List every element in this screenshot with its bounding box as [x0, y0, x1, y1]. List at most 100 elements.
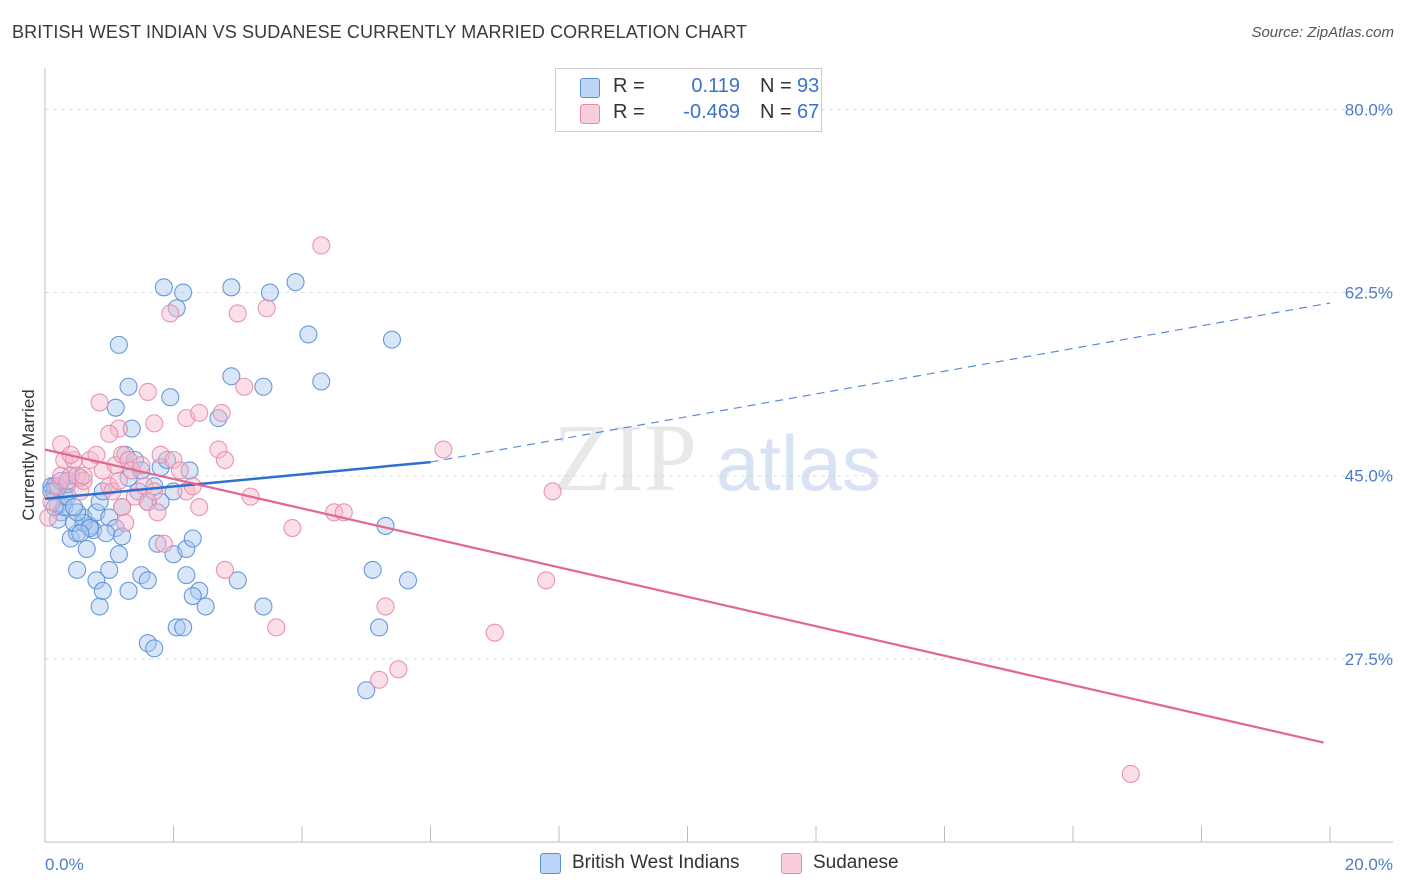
data-point: [177, 566, 196, 585]
r-label: R =: [613, 101, 645, 123]
data-point: [109, 545, 128, 564]
r-value: -0.469: [683, 101, 740, 123]
data-point: [48, 477, 67, 496]
data-point: [68, 503, 87, 522]
series-sudanese: [39, 236, 1140, 784]
data-point: [87, 571, 106, 590]
data-point: [357, 681, 376, 700]
data-point: [174, 618, 193, 637]
data-point: [90, 597, 109, 616]
data-point: [58, 471, 77, 490]
data-point: [286, 273, 305, 292]
data-point: [80, 518, 100, 538]
data-point: [71, 524, 90, 543]
data-point: [109, 419, 128, 438]
data-point: [106, 398, 125, 417]
data-point: [145, 482, 164, 501]
n-label: N =: [760, 101, 792, 123]
legend-label: British West Indians: [572, 852, 740, 873]
data-point: [119, 377, 138, 396]
data-point: [312, 372, 331, 391]
data-point: [228, 304, 247, 323]
data-point: [170, 461, 189, 480]
data-point: [145, 477, 164, 496]
data-point: [312, 236, 331, 255]
data-point: [132, 456, 151, 475]
data-point: [267, 618, 286, 637]
data-point: [122, 419, 141, 438]
x-tick-label: 20.0%: [1345, 855, 1393, 874]
data-point: [100, 424, 119, 443]
data-point: [109, 471, 128, 490]
correlation-legend: R = 0.119 N = 93 R = -0.469 N = 67: [555, 68, 822, 132]
data-point: [183, 529, 202, 548]
data-point: [151, 492, 170, 511]
data-point: [363, 560, 382, 579]
watermark: ZIP atlas: [553, 404, 881, 511]
y-axis-label: Currently Married: [19, 389, 38, 520]
data-point: [254, 377, 273, 396]
data-point: [215, 560, 234, 579]
data-point: [161, 388, 180, 407]
data-point: [299, 325, 318, 344]
data-point: [180, 461, 199, 480]
n-value: 67: [797, 101, 820, 123]
data-point: [148, 503, 167, 522]
grid-lines: [45, 108, 1393, 660]
data-point: [116, 513, 135, 532]
data-point: [96, 524, 116, 543]
data-point: [398, 571, 418, 590]
data-point: [87, 445, 106, 464]
data-point: [109, 335, 128, 354]
r-value: 0.119: [691, 75, 740, 97]
data-point: [119, 581, 138, 600]
y-tick-label: 62.5%: [1345, 284, 1393, 303]
data-point: [209, 440, 228, 459]
data-point: [370, 670, 389, 689]
data-point: [145, 414, 164, 433]
data-point: [148, 534, 167, 553]
watermark-atlas: atlas: [716, 419, 881, 507]
data-point: [485, 623, 504, 642]
data-point: [161, 304, 180, 323]
chart-title: BRITISH WEST INDIAN VS SUDANESE CURRENTL…: [12, 22, 748, 42]
trend-line-sudanese: [44, 448, 1324, 744]
data-point: [190, 498, 209, 517]
data-point: [183, 587, 202, 606]
pink-swatch: [781, 853, 802, 874]
data-point: [77, 539, 96, 559]
blue-swatch: [580, 78, 600, 98]
data-point: [90, 393, 109, 412]
data-point: [154, 278, 173, 297]
data-point: [39, 508, 58, 527]
data-point: [154, 534, 173, 553]
trend-line-british-west-indians-extension: [430, 302, 1331, 463]
data-point: [113, 498, 132, 517]
data-point: [228, 571, 247, 590]
r-label: R =: [613, 75, 645, 97]
data-point: [93, 581, 112, 600]
data-point: [257, 299, 276, 318]
data-point: [537, 571, 556, 590]
data-point: [254, 597, 273, 616]
data-point: [68, 560, 87, 579]
data-point: [74, 471, 93, 490]
y-tick-label: 27.5%: [1345, 650, 1393, 669]
data-point: [164, 450, 183, 470]
y-tick-label: 80.0%: [1345, 100, 1393, 119]
data-point: [376, 597, 395, 616]
n-label: N =: [760, 75, 792, 97]
data-point: [100, 560, 119, 579]
data-point: [138, 382, 157, 402]
data-point: [174, 283, 193, 302]
data-point: [434, 440, 453, 459]
blue-swatch: [540, 853, 561, 874]
data-point: [235, 377, 254, 396]
legend-label: Sudanese: [813, 852, 899, 873]
data-point: [209, 409, 228, 428]
data-point: [42, 492, 61, 511]
data-point: [196, 597, 215, 616]
watermark-zip: ZIP: [553, 404, 697, 511]
data-point: [212, 403, 231, 422]
